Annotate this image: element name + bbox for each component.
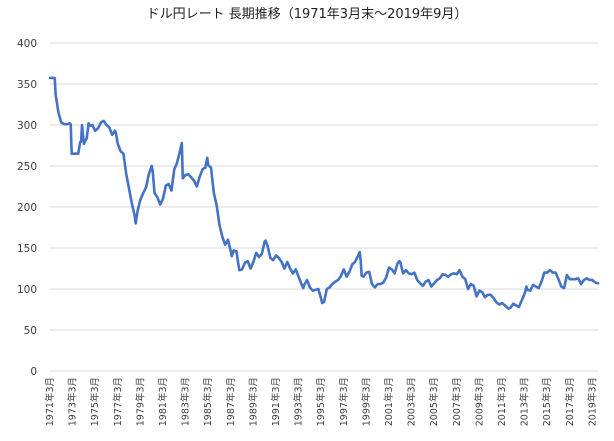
x-tick-label: 2003年3月 (406, 377, 418, 426)
y-tick-label: 300 (17, 120, 37, 132)
y-tick-label: 350 (17, 79, 37, 91)
x-axis-tick-labels: 1971年3月 1973年3月 1975年3月 1977年3月 1979年3月 1981年… (44, 377, 598, 426)
x-tick-label: 1975年3月 (89, 377, 101, 426)
y-tick-label: 0 (30, 366, 37, 378)
y-tick-label: 250 (17, 161, 37, 173)
x-tick-label: 2009年3月 (473, 377, 485, 426)
x-tick-label: 1979年3月 (134, 377, 146, 426)
chart-title: ドル円レート 長期推移（1971年3月末～2019年9月） (147, 7, 468, 22)
x-tick-label: 1973年3月 (67, 377, 79, 426)
x-tick-label: 1987年3月 (225, 377, 237, 426)
x-tick-label: 1989年3月 (247, 377, 259, 426)
x-tick-label: 2017年3月 (564, 377, 576, 426)
x-tick-label: 2019年3月 (586, 377, 598, 426)
x-tick-label: 2007年3月 (451, 377, 463, 426)
x-tick-label: 1993年3月 (293, 377, 305, 426)
x-tick-label: 2013年3月 (519, 377, 531, 426)
gridlines (50, 42, 598, 372)
x-tick-label: 1999年3月 (360, 377, 372, 426)
y-tick-label: 200 (17, 202, 37, 214)
y-axis-tick-labels: 0 50 100 150 200 250 300 350 400 (17, 38, 37, 378)
x-tick-label: 1997年3月 (338, 377, 350, 426)
x-tick-label: 1981年3月 (157, 377, 169, 426)
x-tick-label: 1991年3月 (270, 377, 282, 426)
series-line-usdjpy (48, 76, 600, 310)
x-tick-label: 1971年3月 (44, 377, 56, 426)
x-tick-label: 2005年3月 (428, 377, 440, 426)
x-tick-label: 1985年3月 (202, 377, 214, 426)
x-tick-label: 1983年3月 (180, 377, 192, 426)
x-tick-label: 2001年3月 (383, 377, 395, 426)
x-tick-label: 2015年3月 (541, 377, 553, 426)
y-tick-label: 400 (17, 38, 37, 50)
y-tick-label: 50 (24, 325, 37, 337)
x-tick-label: 2011年3月 (496, 377, 508, 426)
x-tick-label: 1977年3月 (112, 377, 124, 426)
y-tick-label: 150 (17, 243, 37, 255)
series-layer (48, 76, 600, 310)
y-tick-label: 100 (17, 284, 37, 296)
x-tick-label: 1995年3月 (315, 377, 327, 426)
